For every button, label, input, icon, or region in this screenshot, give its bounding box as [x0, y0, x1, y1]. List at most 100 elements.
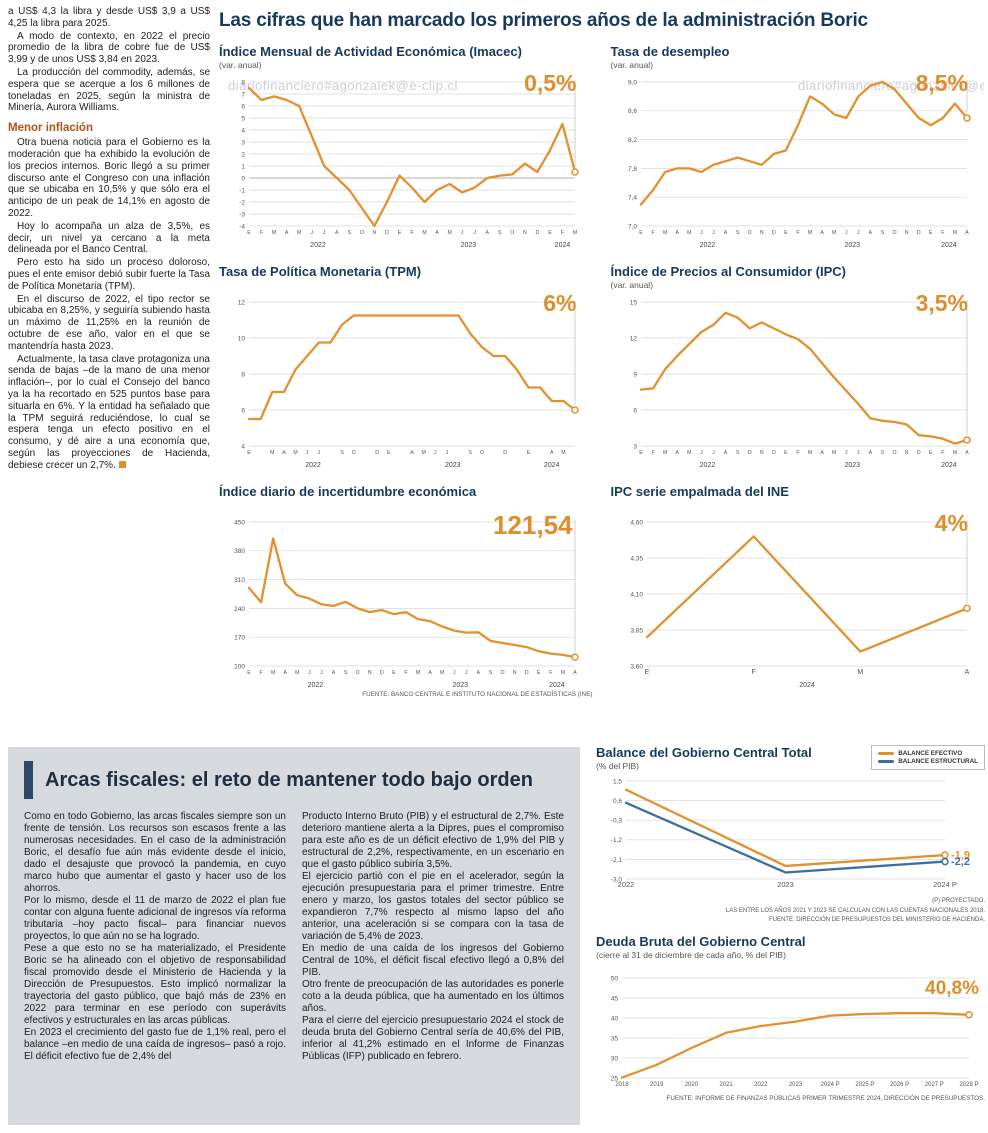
chart-legend: BALANCE EFECTIVO BALANCE ESTRUCTURAL — [871, 745, 985, 770]
chart-annotation: 8,5% — [915, 70, 968, 96]
svg-text:M: M — [807, 450, 811, 456]
svg-text:2019: 2019 — [650, 1082, 664, 1088]
chart-subtitle — [611, 500, 985, 510]
fiscal-paragraph: Pese a que esto no se ha materializado, … — [24, 943, 286, 1026]
svg-text:M: M — [832, 230, 836, 236]
fiscal-paragraph: Producto Interno Bruto (PIB) y el estruc… — [302, 811, 564, 870]
svg-text:4,10: 4,10 — [630, 591, 643, 598]
svg-text:E: E — [929, 230, 933, 236]
svg-text:E: E — [247, 450, 251, 456]
svg-text:M: M — [952, 450, 956, 456]
svg-text:F: F — [941, 230, 944, 236]
svg-text:4,60: 4,60 — [630, 519, 643, 526]
fiscal-paragraph: En medio de una caída de los ingresos de… — [302, 943, 564, 978]
svg-text:5: 5 — [241, 115, 245, 122]
svg-text:2022: 2022 — [754, 1082, 768, 1088]
article-left-column: a US$ 4,3 la libra y desde US$ 3,9 a US$… — [8, 6, 210, 472]
svg-text:A: A — [965, 230, 969, 236]
fiscal-paragraph: Para el cierre del ejercicio presupuesta… — [302, 1015, 564, 1062]
svg-text:E: E — [784, 450, 788, 456]
svg-text:6: 6 — [241, 103, 245, 110]
svg-text:2022: 2022 — [305, 462, 321, 469]
svg-text:O: O — [510, 230, 514, 236]
svg-text:O: O — [356, 670, 360, 676]
svg-text:3,60: 3,60 — [630, 663, 643, 670]
svg-text:E: E — [527, 450, 531, 456]
svg-text:N: N — [759, 450, 763, 456]
chart-title: Índice Mensual de Actividad Económica (I… — [219, 44, 522, 59]
svg-text:D: D — [916, 450, 920, 456]
chart-subtitle — [219, 280, 593, 290]
svg-text:N: N — [373, 230, 377, 236]
svg-text:A: A — [868, 450, 872, 456]
svg-text:J: J — [844, 450, 847, 456]
svg-text:-2: -2 — [239, 199, 245, 206]
svg-text:7: 7 — [241, 91, 245, 98]
svg-text:15: 15 — [629, 299, 637, 306]
legend-label: BALANCE ESTRUCTURAL — [898, 758, 978, 765]
svg-text:F: F — [751, 669, 755, 676]
svg-text:2022: 2022 — [699, 462, 715, 469]
svg-text:50: 50 — [611, 975, 619, 982]
chart-title: Deuda Bruta del Gobierno Central — [596, 933, 806, 949]
svg-text:-1,9: -1,9 — [951, 850, 970, 862]
svg-text:D: D — [375, 450, 379, 456]
charts-grid: Índice Mensual de Actividad Económica (I… — [219, 44, 984, 698]
svg-text:D: D — [525, 670, 529, 676]
svg-text:J: J — [323, 230, 326, 236]
chart-incertidumbre: Índice diario de incertidumbre económica… — [219, 484, 593, 698]
svg-text:380: 380 — [234, 548, 245, 555]
svg-text:J: J — [857, 230, 860, 236]
svg-text:A: A — [285, 230, 289, 236]
charts-section: Las cifras que han marcado los primeros … — [219, 10, 984, 698]
article-paragraph: Actualmente, la tasa clave protagoniza u… — [8, 354, 210, 472]
svg-text:N: N — [368, 670, 372, 676]
fiscal-paragraph: El ejercicio partió con el pie en el ace… — [302, 871, 564, 942]
svg-text:4: 4 — [241, 443, 245, 450]
svg-text:0: 0 — [241, 175, 245, 182]
svg-text:2022: 2022 — [618, 880, 635, 889]
svg-text:S: S — [880, 450, 884, 456]
svg-text:S: S — [735, 450, 739, 456]
svg-text:M: M — [687, 450, 691, 456]
svg-text:1,5: 1,5 — [613, 778, 622, 785]
chart-subtitle: (var. anual) — [610, 280, 654, 290]
svg-text:J: J — [453, 670, 456, 676]
svg-text:F: F — [651, 230, 654, 236]
svg-text:2024: 2024 — [799, 682, 815, 689]
fiscal-box: Arcas fiscales: el reto de mantener todo… — [8, 747, 580, 1125]
svg-text:A: A — [410, 450, 414, 456]
chart-annotation: 6% — [543, 290, 577, 316]
svg-text:E: E — [548, 230, 552, 236]
svg-text:O: O — [480, 450, 484, 456]
chart-deuda: Deuda Bruta del Gobierno Central (cierre… — [596, 934, 985, 1102]
svg-text:M: M — [662, 450, 666, 456]
svg-text:J: J — [473, 230, 476, 236]
svg-text:M: M — [573, 230, 577, 236]
chart-title: Índice de Precios al Consumidor (IPC) — [610, 264, 847, 279]
svg-text:2025 P: 2025 P — [855, 1082, 874, 1088]
svg-text:A: A — [723, 450, 727, 456]
svg-text:8,2: 8,2 — [627, 137, 636, 144]
svg-text:M: M — [440, 670, 444, 676]
svg-text:J: J — [700, 450, 703, 456]
svg-text:J: J — [857, 450, 860, 456]
svg-text:A: A — [550, 450, 554, 456]
article-paragraph-text: Actualmente, la tasa clave protagoniza u… — [8, 353, 210, 471]
svg-text:7,8: 7,8 — [627, 166, 636, 173]
chart-canvas-desempleo: 9,08,68,27,87,47,0E F M A M J J A S O N D E F M A M J J A S O… — [627, 79, 971, 249]
svg-text:S: S — [348, 230, 352, 236]
svg-text:A: A — [435, 230, 439, 236]
svg-text:2021: 2021 — [719, 1082, 733, 1088]
svg-text:A: A — [282, 450, 286, 456]
svg-text:A: A — [868, 230, 872, 236]
svg-text:J: J — [461, 230, 464, 236]
svg-text:S: S — [880, 230, 884, 236]
svg-text:2027 P: 2027 P — [925, 1082, 944, 1088]
svg-text:O: O — [352, 450, 356, 456]
svg-text:2026 P: 2026 P — [890, 1082, 909, 1088]
svg-text:2024: 2024 — [555, 242, 571, 249]
svg-text:1: 1 — [241, 163, 245, 170]
